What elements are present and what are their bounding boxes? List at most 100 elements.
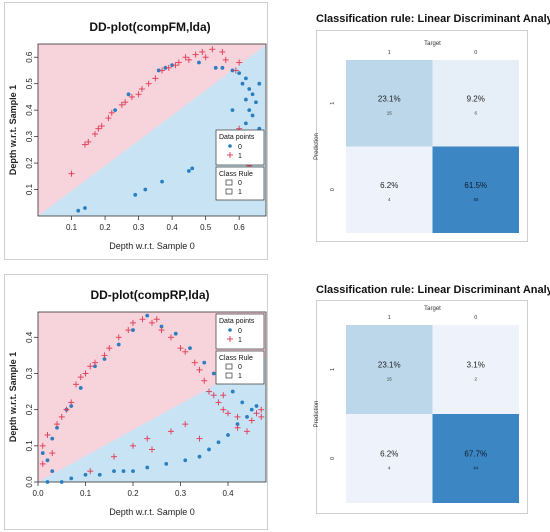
data-point-class-1 (87, 363, 94, 370)
data-point-class-1 (210, 392, 217, 399)
data-point-class-0 (160, 179, 164, 184)
data-point-class-1 (225, 410, 231, 417)
legend-data-points-box (215, 129, 265, 166)
legend-class-rule-label: 1 (238, 189, 242, 196)
data-point-class-0 (93, 364, 97, 369)
data-point-class-0 (163, 65, 168, 70)
cm-cell (432, 414, 519, 503)
data-point-class-1 (220, 392, 227, 399)
data-point-class-0 (143, 187, 148, 192)
data-point-class-1 (54, 421, 60, 428)
data-point-class-1 (108, 109, 115, 116)
confusion-matrix-top-svg: Target 1 0 Prediction 1 0 23.1% 15 9.2% 6 6.2% 4 61.… (314, 41, 519, 233)
data-point-class-1 (149, 446, 155, 453)
data-point-class-0 (249, 407, 254, 412)
cm-col-label: 1 (388, 315, 391, 321)
x-axis-label: Depth w.r.t. Sample 0 (109, 507, 195, 517)
data-point-class-1 (68, 170, 75, 177)
cm-row-label: 0 (330, 188, 336, 191)
cm-cell (432, 60, 519, 147)
dd-plot-comprp-frame (4, 274, 268, 530)
y-tick-label: 0.0 (25, 476, 34, 488)
data-point-class-0 (230, 108, 235, 113)
x-tick-label: 0.5 (200, 223, 212, 232)
x-tick-label: 0.1 (80, 489, 92, 498)
data-point-class-0 (112, 469, 116, 474)
cm-cell-percent: 3.1% (467, 361, 485, 370)
data-point-class-1 (258, 413, 265, 420)
dd-plot-compfm-svg: 0.1 0.2 0.3 0.4 0.5 0.6 0.1 0.2 0.3 0.4 0.5 0.6 Dept… (8, 43, 267, 251)
data-point-class-1 (125, 327, 132, 334)
data-point-class-0 (156, 68, 161, 73)
legend-class-rule-label: 0 (238, 364, 242, 371)
data-point-class-0 (202, 360, 207, 365)
data-point-class-1 (95, 125, 102, 132)
x-tick-label: 0.1 (66, 223, 78, 232)
data-point-class-0 (50, 469, 55, 474)
legend-dot-marker (228, 144, 232, 148)
data-point-class-1 (196, 435, 203, 442)
data-point-class-1 (92, 359, 98, 366)
y-tick-label: 0.3 (25, 131, 34, 143)
data-point-class-1 (152, 75, 159, 82)
data-point-class-1 (153, 316, 160, 323)
data-point-class-0 (78, 386, 83, 390)
data-point-class-0 (55, 425, 59, 430)
confusion-matrix-top-frame (316, 30, 528, 242)
data-point-class-0 (102, 357, 107, 361)
legend-class-rule-box (215, 166, 265, 201)
data-point-class-1 (92, 130, 98, 137)
legend-class-rule-swatch (225, 363, 233, 370)
cm-cell-count: 2 (474, 377, 477, 382)
data-point-class-0 (243, 76, 248, 81)
legend-data-point-label: 1 (238, 337, 242, 344)
data-point-class-0 (183, 458, 188, 463)
data-point-class-0 (45, 480, 50, 484)
confusion-matrix-bottom-svg: Target 1 0 Prediction 1 0 23.1% 15 3.1% 2 6.2% 4 67.… (314, 306, 519, 503)
data-point-class-0 (45, 458, 50, 463)
confusion-matrix-bottom-frame (316, 300, 528, 514)
dd-plot-comprp-svg: 0.0 0.1 0.2 0.3 0.4 0.0 0.1 0.2 0.3 0.4 Depth w.r.… (8, 311, 267, 517)
data-point-class-1 (234, 424, 241, 431)
data-point-class-0 (133, 192, 138, 197)
data-point-class-1 (182, 54, 189, 61)
data-point-class-1 (106, 345, 113, 352)
plot-area-frame (37, 311, 267, 483)
data-point-class-1 (191, 359, 198, 366)
x-axis-label: Depth w.r.t. Sample 0 (109, 241, 195, 251)
data-point-class-0 (197, 454, 202, 459)
cm-row-label: 1 (330, 368, 336, 371)
cm-cell-percent: 61.5% (464, 181, 487, 190)
cm-cell-percent: 23.1% (378, 94, 401, 103)
cm-col-axis-label: Target (424, 306, 441, 312)
x-tick-label: 0.2 (99, 223, 111, 232)
legend-data-point-label: 0 (238, 144, 242, 151)
legend-data-point-label: 0 (238, 328, 242, 335)
data-point-class-1 (168, 428, 174, 435)
cm-cell-count: 15 (387, 377, 393, 382)
data-point-class-0 (170, 63, 175, 68)
dd-plot-comprp-panel: DD-plot(compRP,lda) 0.0 0.1 0.2 0.3 0.4 0.0 0.… (0, 272, 272, 532)
data-point-class-1 (105, 115, 112, 122)
legend-class-rule-title: Class Rule (219, 171, 253, 178)
dd-plot-compfm-panel: DD-plot(compFM,lda) 0.1 0.2 0.3 0.4 0.5 0.6 0.… (0, 0, 272, 262)
x-tick-label: 0.4 (222, 489, 234, 498)
data-point-class-0 (237, 71, 242, 76)
data-point-class-0 (131, 469, 135, 474)
legend-class-rule-box (215, 350, 265, 385)
data-point-class-1 (158, 327, 165, 334)
x-tick-label: 0.3 (175, 489, 187, 498)
cm-row-label: 1 (330, 102, 336, 105)
data-point-class-1 (192, 51, 199, 58)
x-tick-label: 0.6 (234, 223, 246, 232)
cm-cell-percent: 9.2% (467, 94, 485, 103)
data-point-class-0 (59, 480, 64, 484)
data-point-class-1 (215, 399, 222, 406)
data-point-class-1 (168, 334, 174, 341)
legend-dot-marker (228, 328, 232, 332)
data-point-class-1 (149, 319, 155, 326)
data-point-class-0 (250, 113, 255, 118)
data-point-class-0 (247, 87, 252, 91)
data-point-class-0 (240, 400, 245, 405)
data-point-class-1 (253, 410, 260, 417)
